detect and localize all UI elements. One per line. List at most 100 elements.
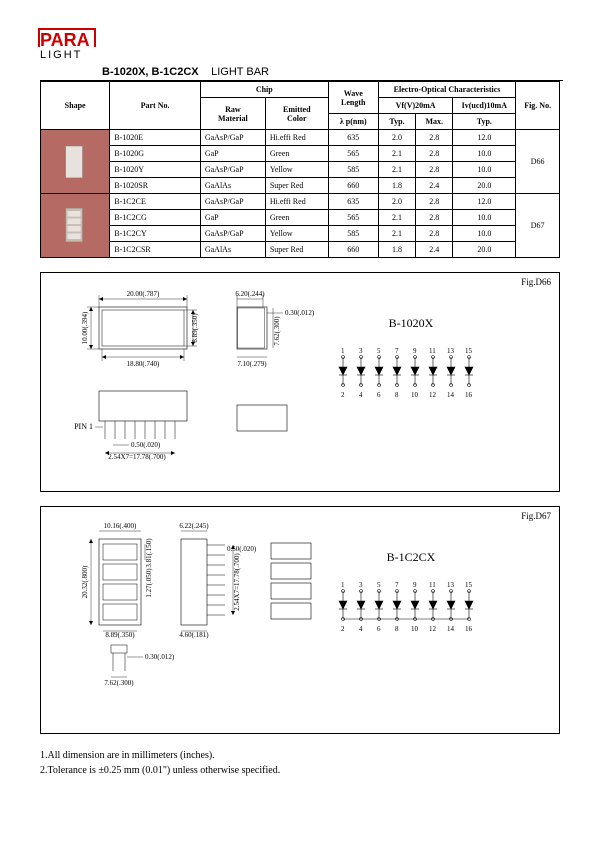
fig67-label: Fig.D67 <box>521 511 551 521</box>
cell: Hi.effi Red <box>265 194 328 210</box>
cell: B-1020SR <box>110 178 201 194</box>
cell: 660 <box>328 242 378 258</box>
svg-text:11: 11 <box>429 581 436 589</box>
svg-text:13: 13 <box>447 347 455 355</box>
dim-text: 0.30(.012) <box>285 309 315 317</box>
svg-text:14: 14 <box>447 625 455 633</box>
cell: 2.1 <box>378 210 415 226</box>
th-chip: Chip <box>200 82 328 98</box>
dim-text: 18.80(.740) <box>127 360 160 368</box>
header-row-1: Shape Part No. Chip WaveLength Electro-O… <box>41 82 560 98</box>
th-raw: RawMaterial <box>200 98 265 130</box>
cell: 2.8 <box>416 162 453 178</box>
fig66-part: B-1020X <box>389 316 434 330</box>
dim-text: 0.50(.020) <box>131 441 161 449</box>
title-subtitle: LIGHT BAR <box>211 66 269 78</box>
cell: B-1C2CSR <box>110 242 201 258</box>
cell: GaAsP/GaP <box>200 226 265 242</box>
shape-cell-2 <box>41 194 110 258</box>
dim-text: 2.54X7=17.78(.700) <box>233 553 241 611</box>
cell: B-1020Y <box>110 162 201 178</box>
fig67-svg: 10.16(.400) 20.32(.800) 3.81(.150) 1.27(… <box>41 507 557 731</box>
cell: 20.0 <box>453 242 516 258</box>
dim-text: 7.10(.279) <box>237 360 267 368</box>
svg-text:3: 3 <box>359 347 363 355</box>
svg-text:15: 15 <box>465 347 473 355</box>
dim-text: 6.20(.244) <box>235 290 265 298</box>
cell: 2.8 <box>416 226 453 242</box>
cell: 2.4 <box>416 242 453 258</box>
cell: GaAlAs <box>200 178 265 194</box>
cell: 2.1 <box>378 162 415 178</box>
cell: 10.0 <box>453 226 516 242</box>
svg-text:5: 5 <box>377 347 381 355</box>
svg-text:2: 2 <box>341 391 345 399</box>
table-row: B-1020SR GaAlAs Super Red 660 1.8 2.4 20… <box>41 178 560 194</box>
cell: GaP <box>200 210 265 226</box>
shape-cell-1 <box>41 130 110 194</box>
cell: Yellow <box>265 162 328 178</box>
svg-text:15: 15 <box>465 581 473 589</box>
cell: B-1C2CY <box>110 226 201 242</box>
cell: 585 <box>328 162 378 178</box>
title-row: B-1020X, B-1C2CX LIGHT BAR <box>40 66 563 81</box>
dim-text: 7.62(.300) <box>104 679 134 687</box>
table-row: B-1C2CG GaP Green 565 2.1 2.8 10.0 <box>41 210 560 226</box>
note-1: 1.All dimension are in millimeters (inch… <box>40 748 563 763</box>
logo: PARA LIGHT <box>40 30 563 64</box>
svg-text:7: 7 <box>395 347 399 355</box>
table-row: B-1020Y GaAsP/GaP Yellow 585 2.1 2.8 10.… <box>41 162 560 178</box>
cell: 1.8 <box>378 242 415 258</box>
cell: GaAlAs <box>200 242 265 258</box>
cell: 1.8 <box>378 178 415 194</box>
svg-text:4: 4 <box>359 391 363 399</box>
dim-text: 20.00(.787) <box>127 290 160 298</box>
cell: 635 <box>328 130 378 146</box>
cell-figno: D67 <box>516 194 560 258</box>
cell: GaAsP/GaP <box>200 130 265 146</box>
dim-text: 8.89(.350) <box>191 313 199 343</box>
cell: 10.0 <box>453 210 516 226</box>
th-shape: Shape <box>41 82 110 130</box>
dim-text: 10.16(.400) <box>104 522 137 530</box>
svg-text:3: 3 <box>359 581 363 589</box>
cell: Yellow <box>265 226 328 242</box>
cell: 565 <box>328 210 378 226</box>
cell: Hi.effi Red <box>265 130 328 146</box>
cell: Green <box>265 210 328 226</box>
svg-text:16: 16 <box>465 625 473 633</box>
cell: 2.8 <box>416 194 453 210</box>
th-emit: EmittedColor <box>265 98 328 130</box>
svg-text:16: 16 <box>465 391 473 399</box>
cell: 635 <box>328 194 378 210</box>
cell: 20.0 <box>453 178 516 194</box>
pin1-label: PIN 1 <box>74 422 93 431</box>
svg-text:1: 1 <box>341 347 345 355</box>
dim-text: 0.30(.012) <box>145 653 175 661</box>
page: PARA LIGHT B-1020X, B-1C2CX LIGHT BAR Sh… <box>0 0 595 798</box>
cell: GaAsP/GaP <box>200 162 265 178</box>
cell: B-1020E <box>110 130 201 146</box>
fig-d67: Fig.D67 10.16(.400) 20.32(.800) <box>40 506 560 734</box>
dim-text: 10.00(.394) <box>81 311 89 344</box>
cell: 2.4 <box>416 178 453 194</box>
cell: 2.8 <box>416 146 453 162</box>
table-row: B-1C2CY GaAsP/GaP Yellow 585 2.1 2.8 10.… <box>41 226 560 242</box>
th-partno: Part No. <box>110 82 201 130</box>
svg-text:4: 4 <box>359 625 363 633</box>
cell: 12.0 <box>453 194 516 210</box>
th-vfmax: Max. <box>416 114 453 130</box>
fig67-part: B-1C2CX <box>387 550 436 564</box>
fig-d66: Fig.D66 20.00(.787) <box>40 272 560 492</box>
notes: 1.All dimension are in millimeters (inch… <box>40 748 563 778</box>
cell: 2.1 <box>378 146 415 162</box>
svg-text:14: 14 <box>447 391 455 399</box>
svg-text:9: 9 <box>413 347 417 355</box>
logo-para-text: PARA <box>40 30 90 51</box>
th-wave: WaveLength <box>328 82 378 114</box>
th-ivtyp: Typ. <box>453 114 516 130</box>
table-row: B-1020G GaP Green 565 2.1 2.8 10.0 <box>41 146 560 162</box>
cell: GaP <box>200 146 265 162</box>
cell: Super Red <box>265 178 328 194</box>
cell: 2.8 <box>416 210 453 226</box>
